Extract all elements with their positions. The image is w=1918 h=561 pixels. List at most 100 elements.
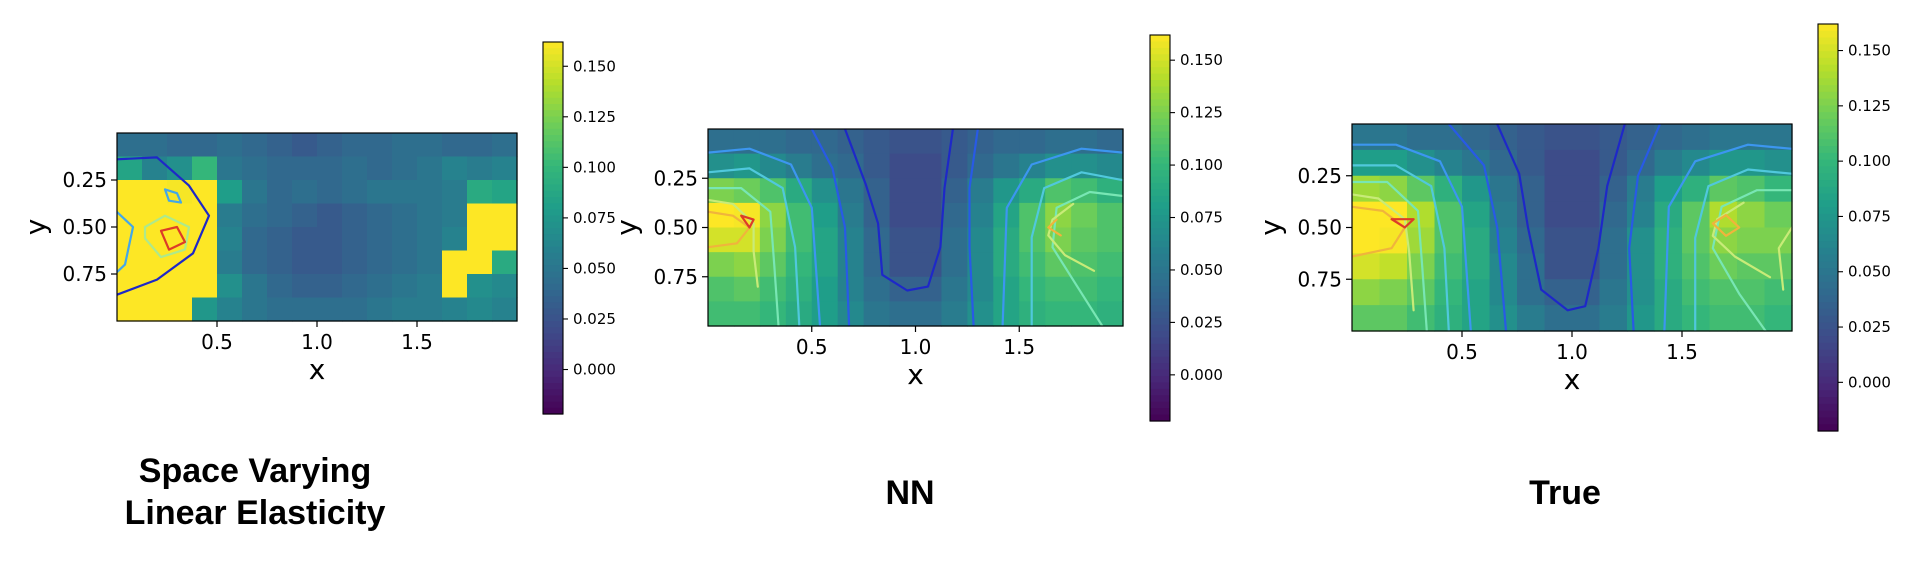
heatmap-cell xyxy=(1379,253,1408,280)
contour-line xyxy=(1030,171,1123,326)
colorbar-segment xyxy=(543,153,563,161)
colorbar-tick-label: 0.125 xyxy=(573,108,616,126)
colorbar-segment xyxy=(1150,221,1170,229)
heatmap-cell xyxy=(967,301,994,327)
contour-line xyxy=(1777,226,1792,291)
colorbar-tick-label: 0.000 xyxy=(1180,366,1223,384)
colorbar-segment xyxy=(543,389,563,396)
colorbar-segment xyxy=(1818,30,1838,39)
colorbar-segment xyxy=(543,352,563,359)
colorbar-segment xyxy=(1818,71,1838,79)
heatmap-cell xyxy=(1097,252,1124,278)
heatmap-cell xyxy=(467,203,493,228)
heatmap-cell xyxy=(117,180,143,205)
heatmap-cell xyxy=(392,133,418,158)
heatmap-cell xyxy=(1654,253,1683,280)
heatmap-cell xyxy=(492,203,518,228)
heatmap-cell xyxy=(1572,124,1601,151)
heatmap-cell xyxy=(1544,124,1573,151)
colorbar-segment xyxy=(543,345,563,353)
colorbar-segment xyxy=(543,172,563,179)
heatmap-cell xyxy=(708,276,735,302)
colorbar-segment xyxy=(1818,85,1838,93)
contour-line xyxy=(1663,143,1792,331)
colorbar-segment xyxy=(1150,202,1170,210)
colorbar-segment xyxy=(1818,302,1838,310)
colorbar-segment xyxy=(1818,152,1838,161)
colorbar-segment xyxy=(1818,254,1838,263)
colorbar-segment xyxy=(1818,227,1838,235)
colorbar-segment xyxy=(543,159,563,167)
colorbar-segment xyxy=(543,110,563,117)
colorbar-segment xyxy=(543,283,563,291)
colorbar-segment xyxy=(1818,281,1838,290)
heatmap-cell xyxy=(442,274,468,299)
colorbar-segment xyxy=(543,178,563,186)
heatmap-cell xyxy=(967,178,994,204)
colorbar-segment xyxy=(1818,146,1838,154)
colorbar-segment xyxy=(543,221,563,229)
colorbar-segment xyxy=(543,60,563,68)
colorbar-segment xyxy=(1150,273,1170,281)
heatmap-panel-3: 0.5 1.0 1.50.250.500.75xy0.0000.0250.0500.… xyxy=(1254,23,1891,432)
heatmap-cell xyxy=(967,227,994,253)
colorbar-segment xyxy=(1150,170,1170,178)
heatmap-cells xyxy=(1352,124,1793,332)
colorbar-segment xyxy=(1150,311,1170,319)
x-tick-label: 1.5 xyxy=(401,330,433,354)
contour-line xyxy=(117,156,211,296)
heatmap-cell xyxy=(708,227,735,253)
colorbar-segment xyxy=(543,364,563,372)
heatmap-cell xyxy=(1407,124,1436,151)
heatmap-cell xyxy=(863,153,891,179)
x-tick-label: 0.5 xyxy=(1446,340,1478,364)
heatmap-cell xyxy=(1489,253,1518,280)
heatmap-cell xyxy=(1572,149,1601,177)
colorbar-segment xyxy=(543,314,563,322)
heatmap-cell xyxy=(1654,149,1683,177)
colorbar-segment xyxy=(1818,118,1838,127)
contour-lines xyxy=(708,129,1123,326)
heatmap-cell xyxy=(317,203,343,228)
colorbar-segment xyxy=(1150,363,1170,371)
contour-line xyxy=(843,129,954,292)
heatmap-cell xyxy=(915,178,943,204)
heatmap-cell xyxy=(217,250,243,275)
colorbar-segment xyxy=(1818,166,1838,174)
colorbar-tick-label: 0.000 xyxy=(573,361,616,379)
colorbar: 0.000 0.025 0.050 0.075 0.100 0.125 0.150 xyxy=(1149,34,1223,422)
heatmap-cell xyxy=(863,276,891,302)
heatmap-cell xyxy=(1097,178,1124,204)
colorbar-segment xyxy=(1150,195,1170,203)
heatmap-cell xyxy=(1572,227,1601,254)
colorbar-segment xyxy=(1818,139,1838,147)
heatmap-cell xyxy=(167,297,193,322)
y-tick-label: 0.25 xyxy=(653,166,698,190)
colorbar-segment xyxy=(543,190,563,198)
heatmap-cell xyxy=(142,250,168,275)
contour-line xyxy=(1496,124,1626,312)
colorbar-segment xyxy=(1818,356,1838,364)
colorbar-segment xyxy=(543,296,563,303)
heatmap-cell xyxy=(142,274,168,299)
caption-panel-1: Space Varying Linear Elasticity xyxy=(40,450,470,534)
heatmap-cell xyxy=(292,274,318,299)
colorbar-segment xyxy=(1150,228,1170,236)
heatmap-cell xyxy=(1627,175,1656,203)
heatmap-cell xyxy=(492,297,518,322)
colorbar-segment xyxy=(1150,369,1170,377)
colorbar-tick-label: 0.000 xyxy=(1848,373,1891,391)
heatmap-cell xyxy=(1764,279,1793,306)
heatmap-cell xyxy=(1709,149,1738,177)
heatmap-cell xyxy=(417,203,443,228)
heatmap-cell xyxy=(811,178,839,204)
heatmap-cell xyxy=(342,203,368,228)
heatmap-cell xyxy=(889,129,917,155)
heatmap-cell xyxy=(1097,227,1124,253)
heatmap-cell xyxy=(785,252,813,278)
contour-line xyxy=(1711,214,1741,237)
colorbar-frame xyxy=(542,41,564,415)
heatmap-cell xyxy=(192,133,218,158)
heatmap-cell xyxy=(837,129,865,155)
heatmap-cell xyxy=(1379,201,1408,229)
